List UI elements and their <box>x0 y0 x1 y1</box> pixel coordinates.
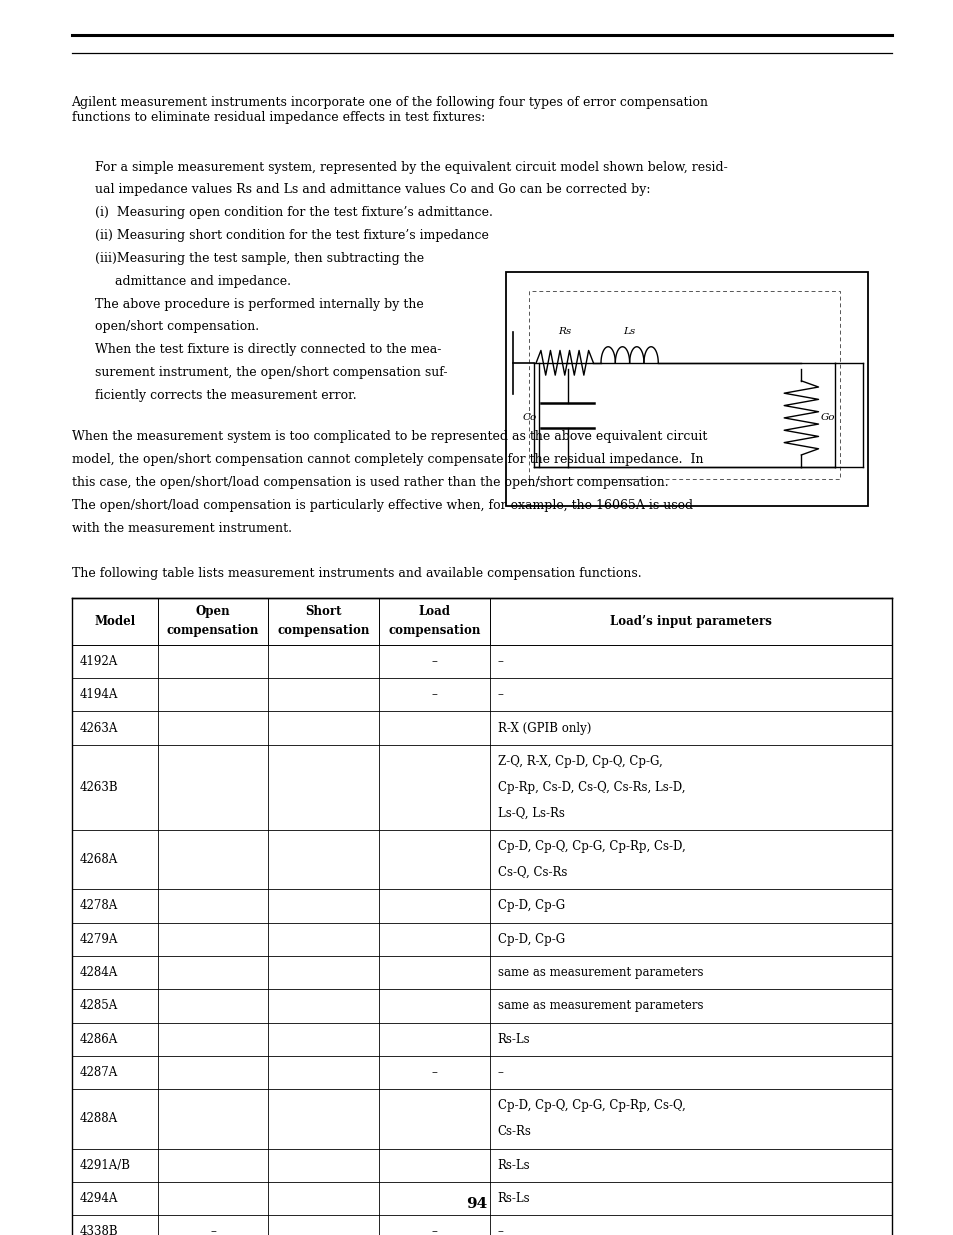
Text: –: – <box>431 688 437 701</box>
Text: The following table lists measurement instruments and available compensation fun: The following table lists measurement in… <box>71 567 640 580</box>
Text: compensation: compensation <box>388 624 480 637</box>
Text: 94: 94 <box>466 1197 487 1212</box>
Text: R-X (GPIB only): R-X (GPIB only) <box>497 721 590 735</box>
Text: 4287A: 4287A <box>79 1066 117 1079</box>
Text: –: – <box>497 1225 503 1235</box>
Text: 4286A: 4286A <box>79 1032 117 1046</box>
Text: 4278A: 4278A <box>79 899 117 913</box>
Text: surement instrument, the open/short compensation suf-: surement instrument, the open/short comp… <box>95 366 447 379</box>
Text: Z-Q, R-X, Cp-D, Cp-Q, Cp-G,: Z-Q, R-X, Cp-D, Cp-Q, Cp-G, <box>497 755 661 768</box>
Text: –: – <box>431 1066 437 1079</box>
Text: Cp-D, Cp-Q, Cp-G, Cp-Rp, Cs-D,: Cp-D, Cp-Q, Cp-G, Cp-Rp, Cs-D, <box>497 840 684 853</box>
Text: Open: Open <box>195 605 230 619</box>
Text: 4279A: 4279A <box>79 932 117 946</box>
Text: Cp-D, Cp-G: Cp-D, Cp-G <box>497 932 564 946</box>
Text: Cs-Q, Cs-Rs: Cs-Q, Cs-Rs <box>497 866 566 879</box>
Text: model, the open/short compensation cannot completely compensate for the residual: model, the open/short compensation canno… <box>71 453 702 467</box>
Text: Load’s input parameters: Load’s input parameters <box>609 615 771 627</box>
Text: –: – <box>431 1225 437 1235</box>
Text: Model: Model <box>94 615 135 627</box>
Text: 4288A: 4288A <box>79 1113 117 1125</box>
Text: Rs: Rs <box>558 326 571 336</box>
Text: Load: Load <box>418 605 450 619</box>
Text: Rs-Ls: Rs-Ls <box>497 1158 530 1172</box>
Text: Rs-Ls: Rs-Ls <box>497 1032 530 1046</box>
Text: –: – <box>210 1225 215 1235</box>
Text: Short: Short <box>305 605 342 619</box>
Text: The above procedure is performed internally by the: The above procedure is performed interna… <box>95 298 424 311</box>
Text: 4338B: 4338B <box>79 1225 117 1235</box>
Bar <box>505 272 867 506</box>
Text: compensation: compensation <box>167 624 259 637</box>
Text: ficiently corrects the measurement error.: ficiently corrects the measurement error… <box>95 389 356 403</box>
Text: Co: Co <box>522 414 537 422</box>
Text: When the test fixture is directly connected to the mea-: When the test fixture is directly connec… <box>95 343 441 357</box>
Text: –: – <box>497 1066 503 1079</box>
Text: Cp-D, Cp-G: Cp-D, Cp-G <box>497 899 564 913</box>
Text: Rs-Ls: Rs-Ls <box>497 1192 530 1205</box>
Bar <box>529 291 839 479</box>
Text: –: – <box>497 688 503 701</box>
Text: 4285A: 4285A <box>79 999 117 1013</box>
Text: 4263A: 4263A <box>79 721 117 735</box>
Text: The open/short/load compensation is particularly effective when, for example, th: The open/short/load compensation is part… <box>71 499 692 513</box>
Text: ual impedance values Rs and Ls and admittance values Co and Go can be corrected : ual impedance values Rs and Ls and admit… <box>95 184 650 196</box>
Text: (i)  Measuring open condition for the test fixture’s admittance.: (i) Measuring open condition for the tes… <box>95 206 493 220</box>
Text: Cp-D, Cp-Q, Cp-G, Cp-Rp, Cs-Q,: Cp-D, Cp-Q, Cp-G, Cp-Rp, Cs-Q, <box>497 1099 684 1113</box>
Bar <box>71 598 891 645</box>
Text: admittance and impedance.: admittance and impedance. <box>95 274 291 288</box>
Text: this case, the open/short/load compensation is used rather than the open/short c: this case, the open/short/load compensat… <box>71 475 667 489</box>
Text: –: – <box>497 655 503 668</box>
Text: compensation: compensation <box>277 624 370 637</box>
Text: Ls-Q, Ls-Rs: Ls-Q, Ls-Rs <box>497 806 564 820</box>
Text: open/short compensation.: open/short compensation. <box>95 320 259 333</box>
Text: –: – <box>431 655 437 668</box>
Text: (ii) Measuring short condition for the test fixture’s impedance: (ii) Measuring short condition for the t… <box>95 228 489 242</box>
Text: 4268A: 4268A <box>79 853 117 866</box>
Text: with the measurement instrument.: with the measurement instrument. <box>71 521 292 535</box>
Text: Ls: Ls <box>623 326 635 336</box>
Text: 4192A: 4192A <box>79 655 117 668</box>
Text: (iii)Measuring the test sample, then subtracting the: (iii)Measuring the test sample, then sub… <box>95 252 424 266</box>
Text: 4284A: 4284A <box>79 966 117 979</box>
Text: 4194A: 4194A <box>79 688 117 701</box>
Text: When the measurement system is too complicated to be represented as the above eq: When the measurement system is too compl… <box>71 430 706 443</box>
Text: same as measurement parameters: same as measurement parameters <box>497 966 702 979</box>
Text: 4263B: 4263B <box>79 781 117 794</box>
Text: Go: Go <box>820 414 834 422</box>
Text: Cs-Rs: Cs-Rs <box>497 1125 531 1139</box>
Text: Cp-Rp, Cs-D, Cs-Q, Cs-Rs, Ls-D,: Cp-Rp, Cs-D, Cs-Q, Cs-Rs, Ls-D, <box>497 781 684 794</box>
Text: 4291A/B: 4291A/B <box>79 1158 130 1172</box>
Text: same as measurement parameters: same as measurement parameters <box>497 999 702 1013</box>
Text: Agilent measurement instruments incorporate one of the following four types of e: Agilent measurement instruments incorpor… <box>71 96 708 125</box>
Text: 4294A: 4294A <box>79 1192 117 1205</box>
Text: For a simple measurement system, represented by the equivalent circuit model sho: For a simple measurement system, represe… <box>95 161 727 174</box>
